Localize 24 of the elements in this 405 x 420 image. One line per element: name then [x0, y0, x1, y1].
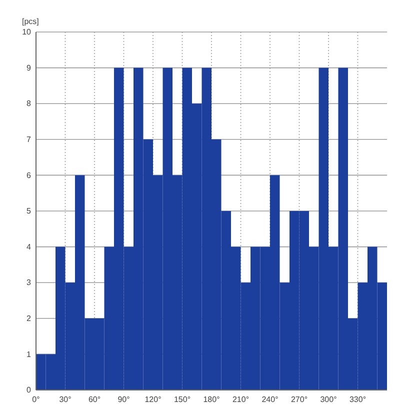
y-axis-title: [pcs]	[22, 17, 39, 26]
x-tick-label: 30°	[59, 395, 72, 404]
y-tick-label: 1	[26, 350, 32, 359]
y-tick-label: 10	[22, 28, 32, 37]
x-tick-label: 300°	[320, 395, 337, 404]
x-tick-label: 120°	[144, 395, 162, 404]
x-tick-label: 180°	[203, 395, 220, 404]
y-tick-label: 4	[26, 242, 32, 252]
y-tick-label: 9	[26, 63, 32, 72]
x-tick-label: 90°	[118, 395, 130, 404]
y-tick-label: 8	[26, 99, 32, 108]
y-tick-label: 0	[26, 386, 32, 395]
x-tick-label: 240°	[262, 395, 278, 404]
x-tick-label: 330°	[349, 395, 366, 404]
y-tick-label: 6	[26, 170, 32, 180]
x-tick-label: 60°	[88, 395, 101, 404]
x-tick-label: 0°	[32, 395, 40, 404]
y-tick-label: 7	[26, 134, 32, 144]
y-tick-label: 3	[26, 278, 32, 288]
x-tick-label: 150°	[174, 395, 191, 404]
x-tick-label: 210°	[232, 395, 250, 404]
y-tick-label: 2	[26, 314, 32, 323]
x-tick-label: 270°	[290, 395, 308, 404]
y-tick-label: 5	[26, 206, 32, 216]
